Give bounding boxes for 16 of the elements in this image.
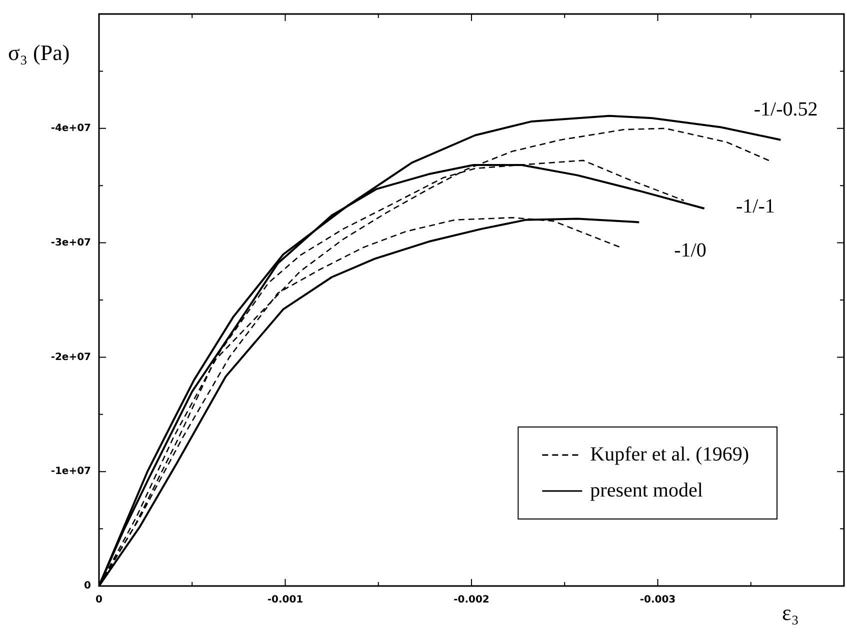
y-tick-label: -1e+07 [50, 466, 92, 478]
legend-label: Kupfer et al. (1969) [590, 443, 749, 466]
y-tick-label: -3e+07 [50, 237, 92, 248]
x-axis-title: ε₃ [782, 600, 799, 625]
x-tick-label: -0.001 [267, 594, 304, 606]
y-axis-title: σ₃ (Pa) [8, 40, 70, 65]
annotation: -1/-1 [736, 196, 775, 218]
x-tick-label: 0 [96, 594, 103, 606]
legend-label: present model [590, 479, 704, 502]
y-tick-label: 0 [84, 580, 92, 592]
y-tick-label: -2e+07 [50, 352, 92, 363]
annotation: -1/0 [674, 240, 706, 262]
y-tick-label: -4e+07 [50, 122, 92, 134]
x-tick-label: -0.003 [640, 594, 676, 606]
annotation: -1/-0.52 [754, 98, 818, 120]
x-tick-label: -0.002 [454, 594, 490, 606]
